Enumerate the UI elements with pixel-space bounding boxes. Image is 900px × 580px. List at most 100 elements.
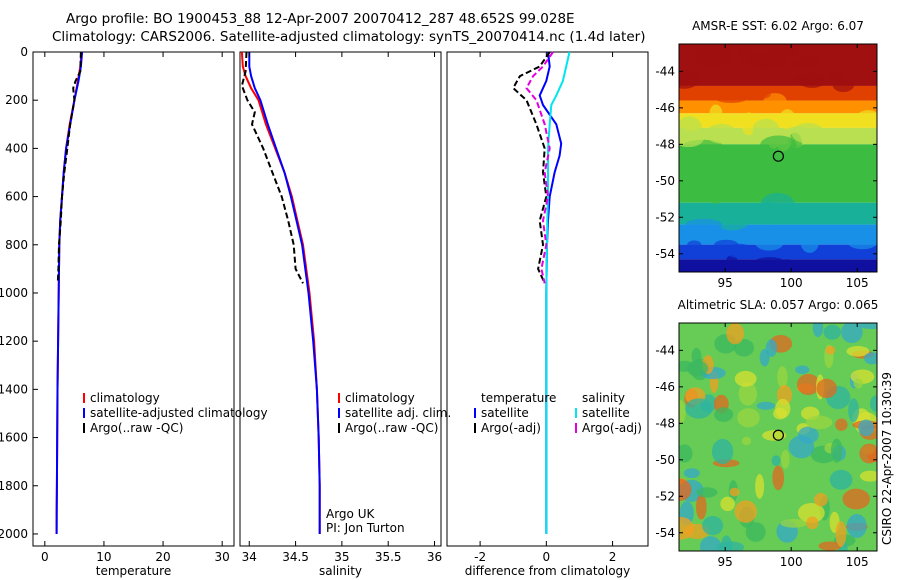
y-tick-label: -54 [655,247,675,261]
sla-blob [796,373,820,396]
sla-blob [711,438,734,465]
sla-blob [780,519,808,528]
sla-blob [714,407,734,422]
sla-blob [756,401,776,410]
x-tick-label: 100 [780,555,803,569]
sst-blob [779,109,796,130]
x-tick-label: 0 [41,550,49,564]
sla-blob [738,381,758,406]
sst-blob [687,240,702,250]
series-line [55,51,84,535]
series-line [56,51,82,284]
sst-blob [747,90,771,100]
profile-panel-2: 34 34.5 35 35.5 36 salinity [239,51,442,578]
sla-blob [720,535,733,551]
sla-blob [848,398,860,423]
plot-frame [32,51,235,547]
y-tick-label: 2000 [0,527,28,541]
sst-blob [741,112,756,136]
sst-blob [790,58,815,69]
sla-blob [729,487,740,497]
x-tick-label: 35.5 [375,550,402,564]
x-tick-label: 34.5 [282,550,309,564]
y-tick-label: 1800 [0,479,28,493]
sst-blob [725,243,754,259]
y-tick-label: 600 [5,190,28,204]
y-tick-label: 0 [20,45,28,59]
sst-blob [685,218,723,231]
sst-blob [714,92,748,104]
legend-label: Argo(-adj) [481,421,541,435]
x-tick-label: 34 [242,550,257,564]
map-title: AMSR-E SST: 6.02 Argo: 6.07 [692,19,864,33]
legend-label: satellite [481,406,529,420]
sst-blob [763,93,787,110]
sla-blob [679,478,692,501]
sst-blob [846,231,877,250]
x-tick-label: 105 [846,276,869,290]
sst-blob [832,77,855,93]
sla-blob [762,430,787,441]
sst-blob [679,69,700,89]
sla-blob [696,487,718,498]
sla-blob [679,444,693,463]
sst-blob [862,154,876,169]
y-tick-label: -44 [655,343,675,357]
legend-label: Argo(..raw -QC) [345,421,438,435]
legend-label: Argo(-adj) [582,421,642,435]
sla-blob [765,339,778,357]
sla-blob [686,360,709,377]
plot-frame [446,51,649,547]
series-line [248,52,321,534]
sla-blob [797,503,825,523]
sla-blob [818,541,842,551]
sst-blob [767,228,804,239]
figure-title-line-1: Argo profile: BO 1900453_88 12-Apr-2007 … [66,11,575,27]
y-tick-label: 1600 [0,431,28,445]
sla-blob [726,323,745,345]
y-tick-label: -48 [655,416,675,430]
sst-blob [760,192,795,216]
sla-blob [679,516,694,540]
map-field [679,44,877,272]
series-line [545,51,571,534]
x-tick-label: 20 [155,550,170,564]
sst-blob [848,168,864,179]
map-frame [678,322,878,552]
sst-blob [705,123,738,144]
legend-header: salinity [582,391,625,405]
sla-blob [788,435,815,459]
sst-blob [791,122,825,144]
sla-blob [806,516,819,530]
sst-blob [827,71,844,80]
sla-blob [741,436,752,446]
x-tick-label: 105 [846,555,869,569]
sla-blob [734,500,757,523]
sla-blob [823,324,841,340]
x-tick-label: 0 [543,550,551,564]
series-line [240,51,304,284]
sst-band [679,113,877,128]
sla-blob [869,395,877,412]
series-line [525,51,554,284]
sla-blob [737,408,760,428]
sla-map-panel: Altimetric SLA: 0.057 Argo: 0.065 95 100 10… [655,298,879,569]
sst-blob [705,48,720,57]
x-tick-label: -2 [474,550,486,564]
sla-blob [853,378,864,389]
sst-blob [755,235,784,251]
salinity-annotation: PI: Jon Turton [326,521,405,535]
sla-blob [830,438,843,463]
y-tick-label: 400 [5,141,28,155]
sst-blob [679,116,702,141]
y-tick-label: -54 [655,526,675,540]
x-axis-label: difference from climatology [465,564,631,578]
sla-blob [683,468,700,479]
sla-blob [805,415,833,430]
map-title: Altimetric SLA: 0.057 Argo: 0.065 [678,298,879,312]
x-tick-label: 30 [215,550,230,564]
timestamp-stamp: CSIRO 22-Apr-2007 10:30:39 [880,372,894,545]
sla-blob [829,469,853,490]
sst-blob [800,231,819,253]
